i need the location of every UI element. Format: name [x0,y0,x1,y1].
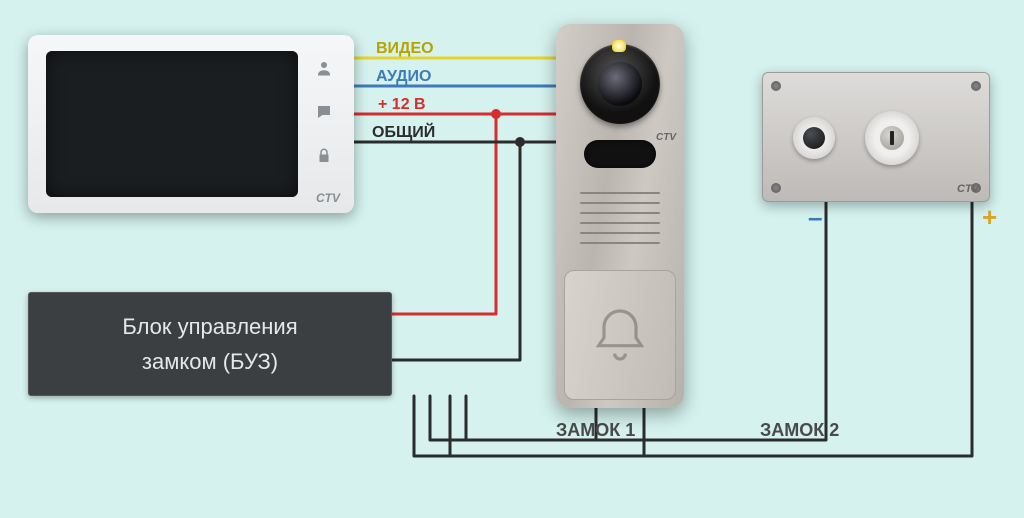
screw-icon [771,81,781,91]
label-lock1: ЗАМОК 1 [556,420,635,441]
lock-control-unit: Блок управления замком (БУЗ) [28,292,392,396]
screw-icon [971,81,981,91]
panel-brand: CTV [656,132,676,143]
label-lock2: ЗАМОК 2 [760,420,839,441]
camera-lens-icon [598,62,642,106]
person-icon [315,59,333,77]
electric-lock: CTV [762,72,990,202]
polarity-minus: – [808,202,822,233]
chat-icon [315,103,333,121]
lock-icon [315,147,333,165]
buz-line1: Блок управления [122,309,297,344]
panel-call-button[interactable] [564,270,676,400]
label-audio: АУДИО [376,68,431,86]
label-power: + 12 В [378,96,426,114]
junction-power [491,109,501,119]
lock-button[interactable] [793,117,835,159]
monitor-brand: CTV [316,191,340,205]
bell-icon [588,303,652,367]
door-call-panel: CTV [556,24,684,408]
label-video: ВИДЕО [376,40,434,58]
polarity-plus: + [982,202,997,233]
panel-camera [580,44,660,124]
camera-led-icon [612,40,626,52]
junction-common [515,137,525,147]
lock-key-cylinder[interactable] [865,111,919,165]
screw-icon [771,183,781,193]
buz-line2: замком (БУЗ) [122,344,297,379]
video-monitor: CTV [28,35,354,213]
wire-lock2-b [450,202,972,456]
monitor-screen [46,51,298,197]
lock-brand: CTV [957,183,979,195]
monitor-side-icons [306,59,342,165]
panel-speaker-grille [576,186,664,250]
label-common: ОБЩИЙ [372,124,435,142]
wire-power [354,114,496,314]
panel-ir-window [584,140,656,168]
